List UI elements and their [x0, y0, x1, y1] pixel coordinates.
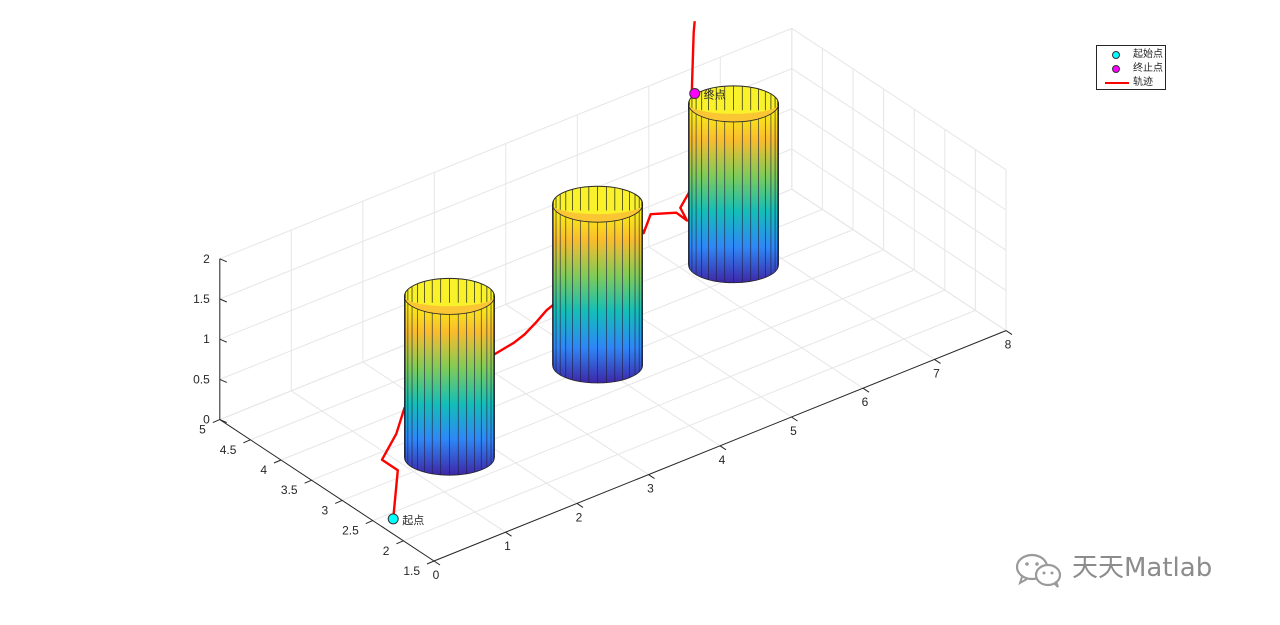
grid-line-side-z [791, 148, 1007, 291]
start-point-marker [387, 513, 399, 525]
z-tick-label: 1 [203, 332, 210, 346]
legend-line-trajectory [1105, 82, 1129, 84]
z-tick-mark [219, 419, 227, 424]
x-tick-mark [1005, 330, 1013, 336]
legend-marker-end [1112, 65, 1120, 73]
y-tick-label: 4 [260, 463, 267, 477]
grid-line-floor-y [403, 309, 976, 542]
legend-marker-start [1112, 51, 1120, 59]
legend-label-start: 起始点 [1133, 49, 1163, 60]
cylinder-inner-lip [552, 204, 643, 223]
x-tick-label: 3 [647, 482, 654, 496]
grid-line-side-z [791, 68, 1007, 211]
z-tick-mark [219, 378, 227, 383]
x-tick-label: 2 [576, 510, 583, 524]
y-tick-label: 5 [199, 423, 206, 437]
z-tick-label: 0 [203, 413, 210, 427]
z-tick-label: 0.5 [193, 372, 210, 386]
x-tick-mark [862, 387, 870, 393]
cylinder-inner-lip [404, 296, 495, 315]
x-tick-label: 1 [504, 539, 511, 553]
grid-line-floor-x [291, 390, 506, 533]
x-tick-mark [934, 358, 941, 364]
wechat-icon [1015, 553, 1062, 588]
y-tick-mark [273, 459, 282, 464]
cylinder-obstacle [403, 277, 495, 476]
grid-line-side-z [791, 27, 1007, 171]
y-tick-label: 1.5 [403, 564, 420, 578]
z-tick-mark [219, 298, 227, 303]
x-tick-mark [791, 416, 798, 422]
start-point-label: 起点 [402, 514, 424, 527]
x-tick-mark [433, 560, 441, 566]
z-tick-mark [219, 338, 227, 343]
plot-scene: 起点 终点 [380, 21, 780, 527]
legend-label-end: 终止点 [1133, 63, 1163, 74]
y-tick-label: 3 [322, 503, 329, 517]
axes [212, 258, 1013, 566]
y-tick-mark [396, 540, 404, 545]
end-point-marker [689, 88, 701, 100]
y-tick-label: 3.5 [281, 483, 298, 497]
z-tick-mark [219, 258, 227, 263]
y-tick-mark [243, 439, 251, 444]
watermark-text: 天天Matlab [1072, 553, 1213, 583]
x-tick-label: 0 [433, 568, 440, 582]
z-tick-label: 2 [203, 252, 210, 266]
x-tick-mark [719, 445, 727, 451]
x-tick-label: 8 [1005, 338, 1012, 352]
y-tick-mark [304, 479, 312, 484]
grid-line-side-z [791, 108, 1007, 251]
grid-line-floor-y [372, 289, 945, 522]
x-tick-label: 6 [862, 395, 869, 409]
x-tick-label: 5 [790, 424, 797, 438]
y-tick-mark [212, 419, 220, 424]
cylinder-inner-lip [688, 103, 779, 122]
legend: 起始点 终止点 轨迹 [1096, 45, 1166, 90]
y-tick-mark [426, 560, 435, 565]
y-tick-label: 2.5 [342, 524, 359, 538]
legend-entry-start: 起始点 [1097, 48, 1167, 62]
grid-line-side-z [791, 188, 1007, 332]
x-tick-mark [505, 531, 512, 537]
y-tick-mark [335, 499, 343, 504]
z-tick-label: 1.5 [193, 292, 210, 306]
y-axis-line [219, 419, 435, 562]
y-tick-label: 4.5 [220, 443, 237, 457]
end-point-label: 终点 [704, 88, 726, 102]
grid-line-back-z [219, 27, 792, 260]
legend-label-trajectory: 轨迹 [1133, 77, 1153, 88]
cylinder-obstacle [552, 185, 644, 384]
y-tick-label: 2 [383, 544, 390, 558]
x-tick-label: 7 [933, 366, 940, 380]
legend-entry-trajectory: 轨迹 [1097, 76, 1167, 90]
legend-entry-end: 终止点 [1097, 62, 1167, 76]
grid-line-floor-x [648, 246, 864, 389]
x-tick-label: 4 [719, 453, 726, 467]
y-tick-mark [365, 520, 373, 525]
cylinder-obstacle [688, 85, 780, 284]
x-tick-mark [576, 502, 584, 508]
x-tick-mark [648, 474, 655, 480]
